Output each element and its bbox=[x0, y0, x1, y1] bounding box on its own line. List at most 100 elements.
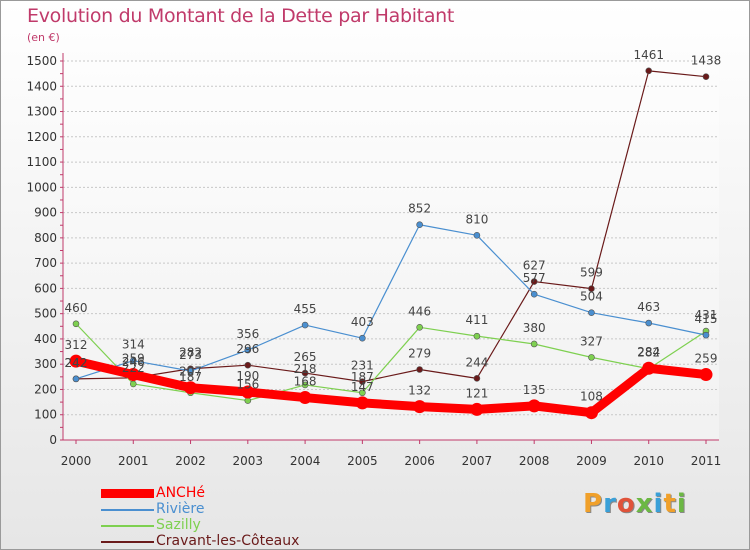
legend-swatch bbox=[101, 489, 154, 498]
y-tick-label: 600 bbox=[34, 281, 57, 295]
data-label: 463 bbox=[637, 300, 660, 314]
legend-label: Cravant-les-Côteaux bbox=[156, 533, 300, 549]
data-point bbox=[301, 369, 309, 377]
gridlines bbox=[63, 60, 719, 441]
data-label: 810 bbox=[465, 212, 488, 226]
data-label: 314 bbox=[122, 338, 145, 352]
data-label: 207 bbox=[179, 365, 202, 379]
x-tick-label: 2003 bbox=[233, 454, 264, 468]
data-point bbox=[416, 324, 423, 331]
data-label: 504 bbox=[580, 290, 603, 304]
data-point bbox=[129, 357, 137, 364]
legend-label: Rivière bbox=[156, 501, 205, 517]
data-point bbox=[69, 354, 83, 368]
data-point bbox=[301, 381, 309, 389]
logo-letter: P bbox=[583, 489, 604, 519]
data-label: 246 bbox=[122, 355, 145, 369]
data-point bbox=[530, 340, 538, 348]
logo-letter: x bbox=[635, 489, 654, 519]
data-label: 852 bbox=[408, 202, 431, 216]
data-label: 1438 bbox=[691, 54, 722, 68]
y-tick-label: 200 bbox=[34, 382, 57, 396]
legend-swatch bbox=[101, 509, 154, 511]
data-point bbox=[645, 319, 653, 327]
y-tick-label: 1000 bbox=[26, 180, 57, 194]
data-point bbox=[301, 321, 309, 329]
y-tick-label: 300 bbox=[34, 357, 57, 371]
chart-unit: (en €) bbox=[27, 31, 60, 44]
y-tick-label: 1200 bbox=[26, 130, 57, 144]
data-point bbox=[527, 399, 541, 413]
data-label: 244 bbox=[465, 355, 488, 369]
x-tick-label: 2000 bbox=[61, 454, 92, 468]
data-point bbox=[530, 290, 538, 298]
data-label: 265 bbox=[294, 350, 317, 364]
logo-letter: i bbox=[653, 489, 664, 519]
data-point bbox=[298, 391, 312, 405]
x-tick-label: 2010 bbox=[633, 454, 664, 468]
data-point bbox=[184, 381, 198, 395]
proxiti-logo: Proxiti bbox=[583, 489, 687, 519]
data-point bbox=[473, 332, 481, 340]
data-point bbox=[129, 380, 137, 388]
data-label: 135 bbox=[523, 383, 546, 397]
data-label: 455 bbox=[294, 302, 317, 316]
data-label: 284 bbox=[637, 345, 660, 359]
data-label: 132 bbox=[408, 384, 431, 398]
data-label: 222 bbox=[122, 361, 145, 375]
data-label: 259 bbox=[695, 352, 718, 366]
data-label: 599 bbox=[580, 266, 603, 280]
logo-letter: i bbox=[676, 489, 687, 519]
data-label: 415 bbox=[695, 312, 718, 326]
data-label: 411 bbox=[465, 313, 488, 327]
data-label: 231 bbox=[351, 359, 374, 373]
data-point bbox=[72, 320, 80, 328]
data-point bbox=[588, 354, 595, 361]
data-point bbox=[645, 67, 653, 75]
data-label: 460 bbox=[65, 301, 88, 315]
data-label: 168 bbox=[294, 375, 317, 389]
y-tick-label: 900 bbox=[34, 206, 57, 220]
data-label: 312 bbox=[65, 338, 88, 352]
plot-area bbox=[63, 61, 719, 440]
data-label: 327 bbox=[580, 334, 603, 348]
data-label: 296 bbox=[236, 342, 259, 356]
series-anch- bbox=[69, 354, 713, 420]
data-label: 431 bbox=[695, 308, 718, 322]
data-label: 446 bbox=[408, 304, 431, 318]
legend-swatch bbox=[101, 541, 154, 543]
legend-label: Sazilly bbox=[156, 517, 201, 533]
data-point bbox=[473, 375, 481, 382]
y-tick-label: 1500 bbox=[26, 54, 57, 68]
legend-swatch bbox=[101, 525, 154, 527]
data-label: 403 bbox=[351, 315, 374, 329]
data-label: 242 bbox=[65, 356, 88, 370]
data-label: 190 bbox=[236, 369, 259, 383]
data-point bbox=[359, 378, 366, 385]
data-point bbox=[359, 334, 366, 342]
series-line bbox=[75, 224, 707, 380]
data-point bbox=[355, 396, 369, 410]
data-label: 187 bbox=[179, 370, 202, 384]
data-point bbox=[588, 309, 595, 316]
data-label: 282 bbox=[179, 346, 202, 360]
data-point bbox=[244, 361, 252, 369]
data-label: 187 bbox=[351, 370, 374, 384]
data-label: 156 bbox=[236, 378, 259, 392]
legend-label: ANCHé bbox=[156, 485, 205, 501]
data-point bbox=[702, 73, 710, 80]
data-label: 121 bbox=[465, 386, 488, 400]
data-label: 147 bbox=[351, 380, 374, 394]
data-point bbox=[359, 389, 366, 397]
y-tick-label: 400 bbox=[34, 332, 57, 346]
data-label: 356 bbox=[236, 327, 259, 341]
logo-letter: o bbox=[616, 489, 636, 519]
data-point bbox=[699, 368, 713, 382]
x-tick-label: 2008 bbox=[519, 454, 550, 468]
x-tick-label: 2004 bbox=[290, 454, 321, 468]
data-label: 627 bbox=[523, 259, 546, 273]
data-label: 108 bbox=[580, 390, 603, 404]
data-point bbox=[244, 346, 252, 354]
x-tick-label: 2009 bbox=[576, 454, 607, 468]
